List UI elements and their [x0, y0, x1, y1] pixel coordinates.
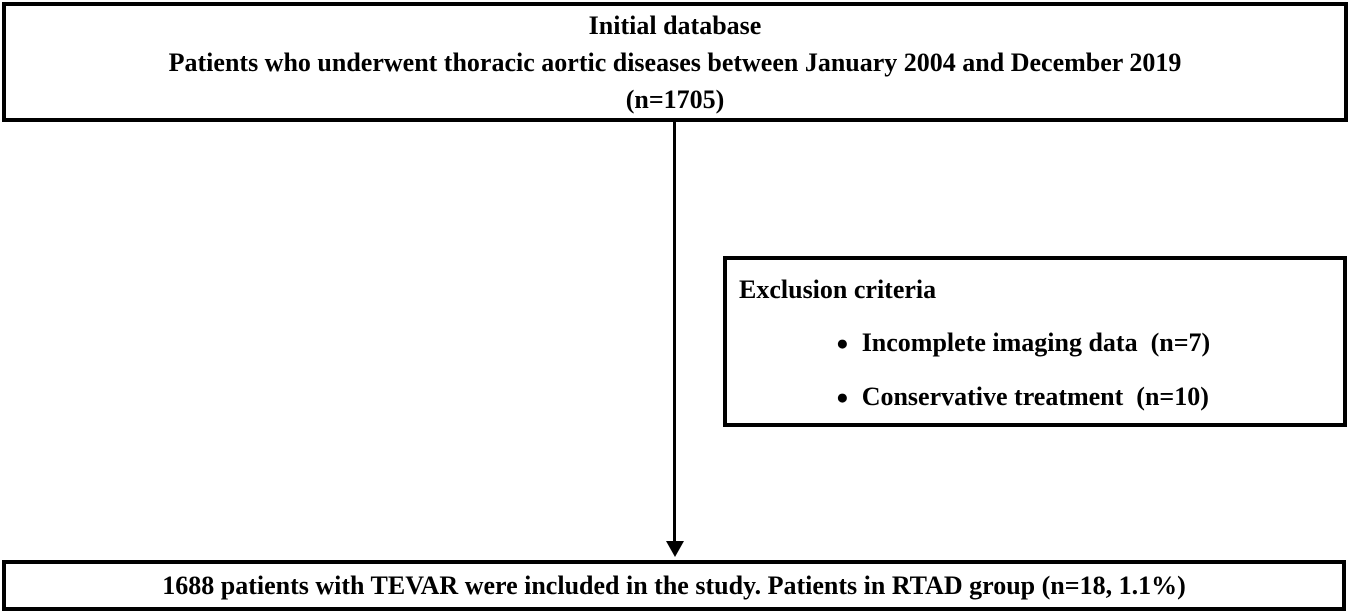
initial-database-box: Initial database Patients who underwent …: [2, 2, 1348, 122]
exclusion-item-label: Conservative treatment (n=10): [861, 382, 1209, 411]
initial-database-title: Initial database: [588, 10, 762, 40]
exclusion-item-label: Incomplete imaging data (n=7): [861, 328, 1211, 357]
exclusion-item-row: ● Conservative treatment (n=10): [836, 381, 1333, 414]
initial-database-count: (n=1705): [625, 84, 725, 114]
down-arrow-line: [673, 122, 676, 542]
included-patients-box: 1688 patients with TEVAR were included i…: [2, 560, 1346, 611]
exclusion-criteria-box: Exclusion criteria ● Incomplete imaging …: [723, 256, 1347, 427]
included-patients-text: 1688 patients with TEVAR were included i…: [162, 571, 1186, 600]
bullet-icon: ●: [836, 331, 849, 355]
down-arrow-icon: [666, 541, 684, 557]
bullet-icon: ●: [836, 385, 849, 409]
exclusion-item-row: ● Incomplete imaging data (n=7): [836, 327, 1333, 360]
initial-database-description: Patients who underwent thoracic aortic d…: [168, 47, 1182, 77]
exclusion-criteria-title: Exclusion criteria: [739, 275, 937, 304]
